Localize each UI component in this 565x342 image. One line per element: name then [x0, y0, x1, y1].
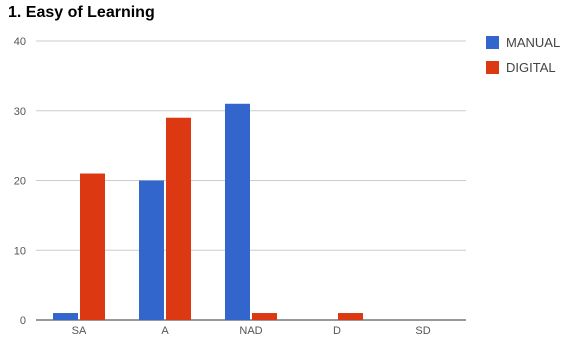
chart-title: 1. Easy of Learning [8, 4, 155, 21]
x-tick-label: NAD [239, 325, 262, 337]
bar-digital-sa [80, 173, 105, 320]
y-tick-label: 10 [14, 245, 26, 257]
bar-manual-nad [225, 103, 250, 321]
y-tick-label: 40 [14, 36, 26, 48]
legend-label-manual: MANUAL [506, 35, 560, 50]
legend-swatch-digital [486, 61, 499, 74]
x-tick-label: D [333, 325, 341, 337]
x-tick-label: SA [72, 325, 87, 337]
legend-swatch-manual [486, 36, 499, 49]
x-tick-label: SD [415, 325, 430, 337]
gridlines [36, 40, 466, 321]
bar-manual-a [139, 180, 164, 320]
y-axis-ticks: 0 10 20 30 40 [14, 36, 26, 327]
bar-manual-sa [53, 313, 78, 320]
y-tick-label: 30 [14, 106, 26, 118]
legend-label-digital: DIGITAL [506, 60, 556, 75]
x-axis-ticks: SA A NAD D SD [72, 325, 431, 337]
legend: MANUAL DIGITAL [486, 35, 560, 75]
x-tick-label: A [161, 325, 169, 337]
bars [53, 103, 363, 321]
bar-digital-nad [252, 313, 277, 320]
y-tick-label: 20 [14, 176, 26, 188]
bar-digital-d [338, 313, 363, 320]
bar-digital-a [166, 117, 191, 320]
y-tick-label: 0 [20, 315, 26, 327]
